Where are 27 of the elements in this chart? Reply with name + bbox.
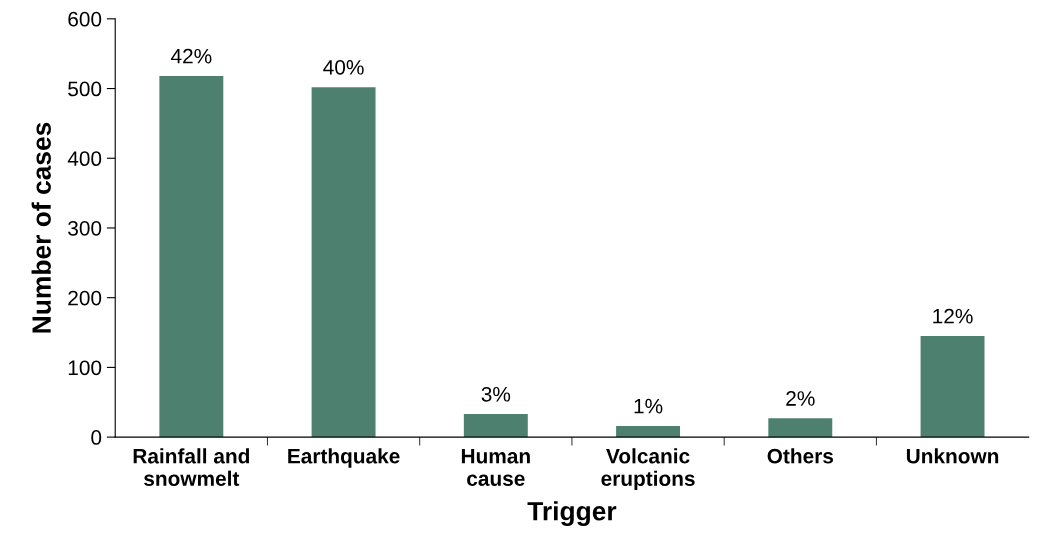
annotation: 12% (933, 308, 973, 324)
bar (616, 425, 681, 438)
y-axis-title: Number of cases (31, 122, 51, 333)
annotation: 2% (786, 391, 815, 406)
y-tick-label: 300 (68, 220, 102, 236)
annotation: 40% (323, 59, 364, 75)
y-tick-label: 400 (67, 151, 102, 167)
bar (768, 418, 833, 438)
annotation: 1% (634, 398, 663, 414)
bar (311, 87, 376, 438)
bar (159, 76, 224, 438)
x-tick-label: Volcanic eruptions (601, 448, 695, 491)
bar (920, 336, 985, 438)
x-tick-label: Rainfall and snowmelt (133, 448, 250, 486)
y-tick-label: 500 (68, 81, 102, 97)
x-axis-title: Trigger (527, 501, 617, 526)
y-tick-label: 600 (68, 11, 102, 27)
y-tick-label: 200 (68, 290, 102, 306)
x-tick-label: Earthquake (288, 448, 400, 468)
x-tick-label: Human cause (461, 448, 530, 486)
y-tick-label: 100 (68, 360, 102, 376)
x-tick-label: Unknown (906, 448, 999, 464)
bar (463, 414, 528, 438)
y-tick-label: 0 (91, 430, 102, 445)
annotation: 42% (170, 48, 212, 64)
annotation: 3% (481, 386, 511, 402)
x-tick-label: Others (767, 448, 834, 464)
